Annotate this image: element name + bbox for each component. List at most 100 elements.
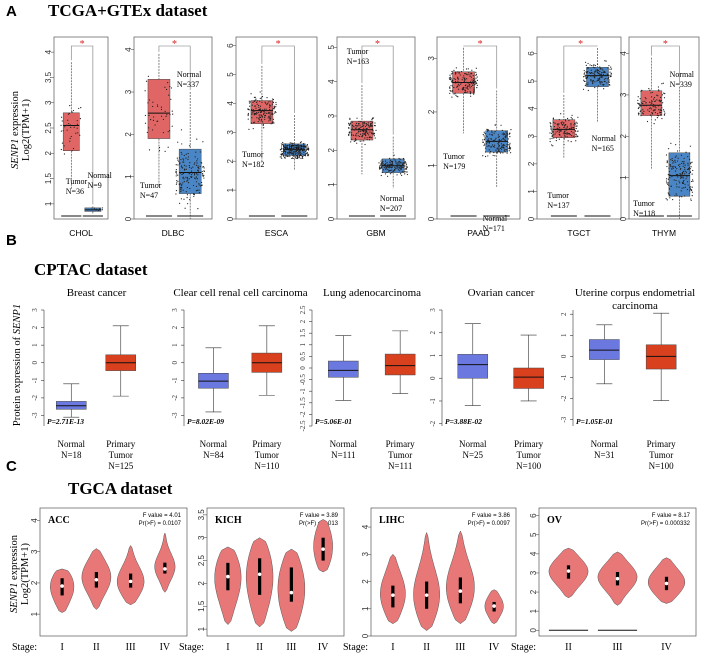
jitter-point bbox=[198, 192, 201, 194]
jitter-point bbox=[259, 109, 262, 111]
jitter-point bbox=[659, 99, 661, 101]
jitter-point bbox=[685, 178, 687, 180]
jitter-point bbox=[91, 207, 93, 209]
jitter-point bbox=[193, 163, 195, 165]
normal-label: Normal bbox=[670, 70, 695, 79]
y-tick-label: 3 bbox=[361, 552, 370, 557]
jitter-point bbox=[202, 166, 204, 168]
jitter-point bbox=[271, 122, 274, 124]
panel-b-subplot: Breast cancer3210-1-2-3P=2.71E-13NormalN… bbox=[31, 287, 137, 471]
median-dot bbox=[458, 589, 463, 593]
jitter-point bbox=[499, 147, 502, 149]
jitter-point bbox=[675, 173, 678, 176]
jitter-point bbox=[348, 134, 350, 136]
jitter-point bbox=[454, 71, 457, 73]
jitter-point bbox=[660, 109, 663, 112]
jitter-point bbox=[192, 184, 195, 187]
y-tick-label: -1 bbox=[31, 377, 39, 383]
jitter-point bbox=[494, 139, 496, 141]
jitter-point bbox=[483, 135, 485, 137]
y-tick-label: 0 bbox=[427, 216, 436, 221]
jitter-point bbox=[454, 78, 456, 81]
jitter-point bbox=[253, 121, 256, 123]
jitter-point bbox=[493, 152, 495, 154]
jitter-point bbox=[374, 122, 376, 124]
jitter-point bbox=[351, 134, 353, 136]
jitter-point bbox=[575, 134, 577, 136]
jitter-point bbox=[385, 166, 387, 168]
jitter-point bbox=[470, 95, 472, 97]
jitter-point bbox=[370, 120, 372, 123]
jitter-point bbox=[640, 115, 642, 117]
jitter-point bbox=[664, 112, 666, 114]
y-tick-label: -1 bbox=[171, 377, 179, 383]
jitter-point bbox=[267, 101, 269, 103]
jitter-point bbox=[638, 114, 640, 116]
jitter-point bbox=[473, 77, 475, 80]
jitter-point bbox=[281, 152, 284, 155]
jitter-point bbox=[391, 172, 393, 174]
jitter-point bbox=[587, 76, 589, 78]
median-dot bbox=[321, 547, 325, 551]
jitter-point bbox=[591, 64, 593, 67]
normal-n: N=165 bbox=[592, 144, 614, 153]
jitter-point bbox=[192, 166, 194, 168]
jitter-point bbox=[301, 145, 303, 147]
jitter-point bbox=[185, 165, 187, 167]
panel-c-letter: C bbox=[6, 458, 17, 475]
subplot-title: Clear cell renal cell carcinoma bbox=[173, 287, 307, 299]
jitter-point bbox=[402, 163, 404, 165]
y-tick-label: 4 bbox=[124, 47, 133, 52]
jitter-point bbox=[637, 112, 640, 114]
stage-label: I bbox=[391, 642, 394, 653]
jitter-point bbox=[645, 105, 647, 107]
jitter-point bbox=[563, 143, 565, 146]
jitter-point bbox=[637, 99, 639, 102]
jitter-point bbox=[489, 133, 491, 135]
jitter-point bbox=[181, 153, 183, 155]
jitter-point bbox=[596, 63, 599, 65]
jitter-point bbox=[499, 152, 502, 154]
jitter-point bbox=[567, 133, 569, 135]
tumor-box bbox=[62, 112, 80, 152]
jitter-point bbox=[253, 113, 256, 115]
jitter-point bbox=[583, 73, 585, 75]
jitter-point bbox=[255, 113, 257, 116]
jitter-point bbox=[275, 103, 277, 106]
y-tick-label: 3.5 bbox=[197, 509, 206, 521]
jitter-point bbox=[284, 145, 286, 147]
jitter-point bbox=[60, 130, 62, 132]
y-tick-label: 0 bbox=[327, 216, 336, 221]
jitter-point bbox=[599, 80, 601, 82]
jitter-point bbox=[571, 114, 573, 116]
jitter-point bbox=[256, 117, 258, 119]
jitter-point bbox=[259, 100, 261, 102]
jitter-point bbox=[361, 126, 363, 128]
jitter-point bbox=[608, 65, 610, 67]
jitter-point bbox=[254, 105, 257, 107]
jitter-point bbox=[258, 119, 260, 121]
jitter-point bbox=[654, 106, 656, 108]
y-tick-label: 1 bbox=[226, 187, 235, 192]
jitter-point bbox=[197, 174, 199, 176]
jitter-point bbox=[453, 86, 455, 89]
jitter-point bbox=[688, 152, 691, 154]
jitter-point bbox=[472, 82, 474, 84]
jitter-point bbox=[691, 191, 694, 193]
median-dot bbox=[566, 569, 571, 573]
jitter-point bbox=[576, 125, 578, 127]
y-tick-label: 5 bbox=[527, 78, 536, 83]
panel-a-letter: A bbox=[6, 3, 17, 20]
jitter-point bbox=[475, 67, 477, 69]
jitter-point bbox=[273, 112, 276, 114]
jitter-point bbox=[360, 130, 362, 132]
jitter-point bbox=[607, 67, 609, 69]
jitter-point bbox=[176, 180, 178, 182]
jitter-point bbox=[610, 66, 612, 68]
cancer-type-label: ACC bbox=[48, 515, 70, 526]
jitter-point bbox=[160, 108, 163, 111]
jitter-point bbox=[666, 161, 668, 163]
